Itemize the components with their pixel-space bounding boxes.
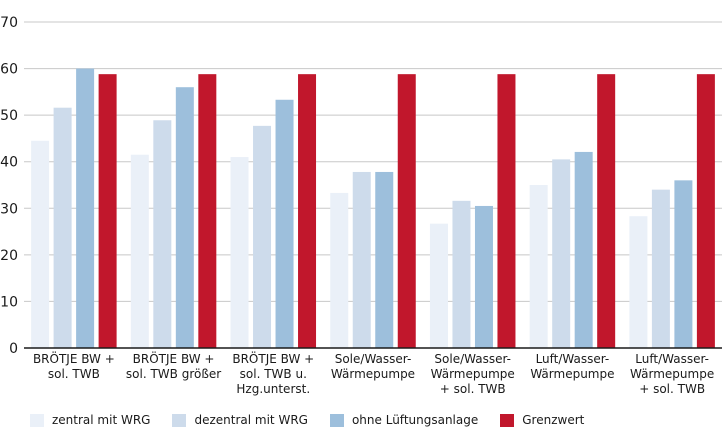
bar [76, 68, 95, 349]
x-tick-label: BRÖTJE BW + sol. TWB größer [126, 350, 221, 381]
bar [175, 87, 194, 348]
legend-swatch [329, 413, 344, 427]
x-tick-label: Luft/Wasser-Wärmepumpe [530, 352, 614, 381]
bar [375, 171, 394, 348]
bar [497, 74, 516, 348]
x-tick-label: Sole/Wasser-Wärmepumpe + sol. TWB [431, 352, 515, 396]
bar [674, 180, 693, 348]
bar [651, 189, 670, 348]
bar [31, 140, 50, 348]
legend-swatch [30, 413, 44, 427]
bar [574, 151, 593, 348]
bar [629, 216, 648, 348]
y-tick-label: 40 [0, 155, 18, 171]
legend: zentral mit WRG dezentral mit WRG ohne Lüf… [30, 412, 606, 428]
legend-item: dezentral mit WRG [172, 413, 308, 427]
y-tick-label: 10 [0, 294, 18, 310]
x-tick-label: BRÖTJE BW + sol. TWB [33, 350, 115, 381]
legend-item: ohne Lüftungsanlage [329, 413, 479, 427]
bar [330, 192, 349, 348]
x-tick-label: BRÖTJE BW + sol. TWB u. Hzg.unterst. [232, 350, 314, 396]
bar [529, 185, 548, 348]
y-tick-label: 30 [0, 201, 18, 217]
y-tick-label: 60 [0, 62, 18, 78]
bar [130, 154, 149, 348]
x-tick-label: Sole/Wasser-Wärmepumpe [331, 352, 415, 381]
y-tick-label: 70 [0, 15, 18, 31]
bar [98, 74, 117, 348]
bar [474, 205, 493, 348]
bar [53, 107, 72, 348]
bar [429, 223, 448, 348]
y-tick-label: 20 [0, 248, 18, 264]
legend-item: zentral mit WRG [30, 413, 150, 427]
bar [352, 171, 371, 348]
legend-label: Grenzwert [522, 413, 585, 427]
bar-chart: 0 10 20 30 40 50 60 70 BRÖTJE BW + sol. TWB BRÖTJE… [0, 15, 722, 396]
y-tick-label: 0 [9, 341, 18, 357]
bar [253, 125, 272, 349]
bar [696, 74, 715, 348]
bar [230, 157, 249, 348]
bar [452, 200, 471, 348]
bar [198, 74, 217, 348]
bar [275, 99, 294, 348]
bar [298, 74, 317, 348]
bar [552, 159, 571, 348]
bar [397, 74, 416, 348]
legend-swatch [172, 413, 187, 427]
legend-item: Grenzwert [500, 413, 584, 427]
legend-swatch [500, 413, 515, 427]
bar [153, 120, 172, 348]
bar [597, 74, 616, 348]
x-tick-label: Luft/Wasser-Wärmepumpe + sol. TWB [630, 352, 714, 396]
legend-label: zentral mit WRG [52, 413, 151, 427]
y-tick-label: 50 [0, 108, 18, 124]
legend-label: dezentral mit WRG [194, 413, 308, 427]
legend-label: ohne Lüftungsanlage [351, 413, 479, 427]
